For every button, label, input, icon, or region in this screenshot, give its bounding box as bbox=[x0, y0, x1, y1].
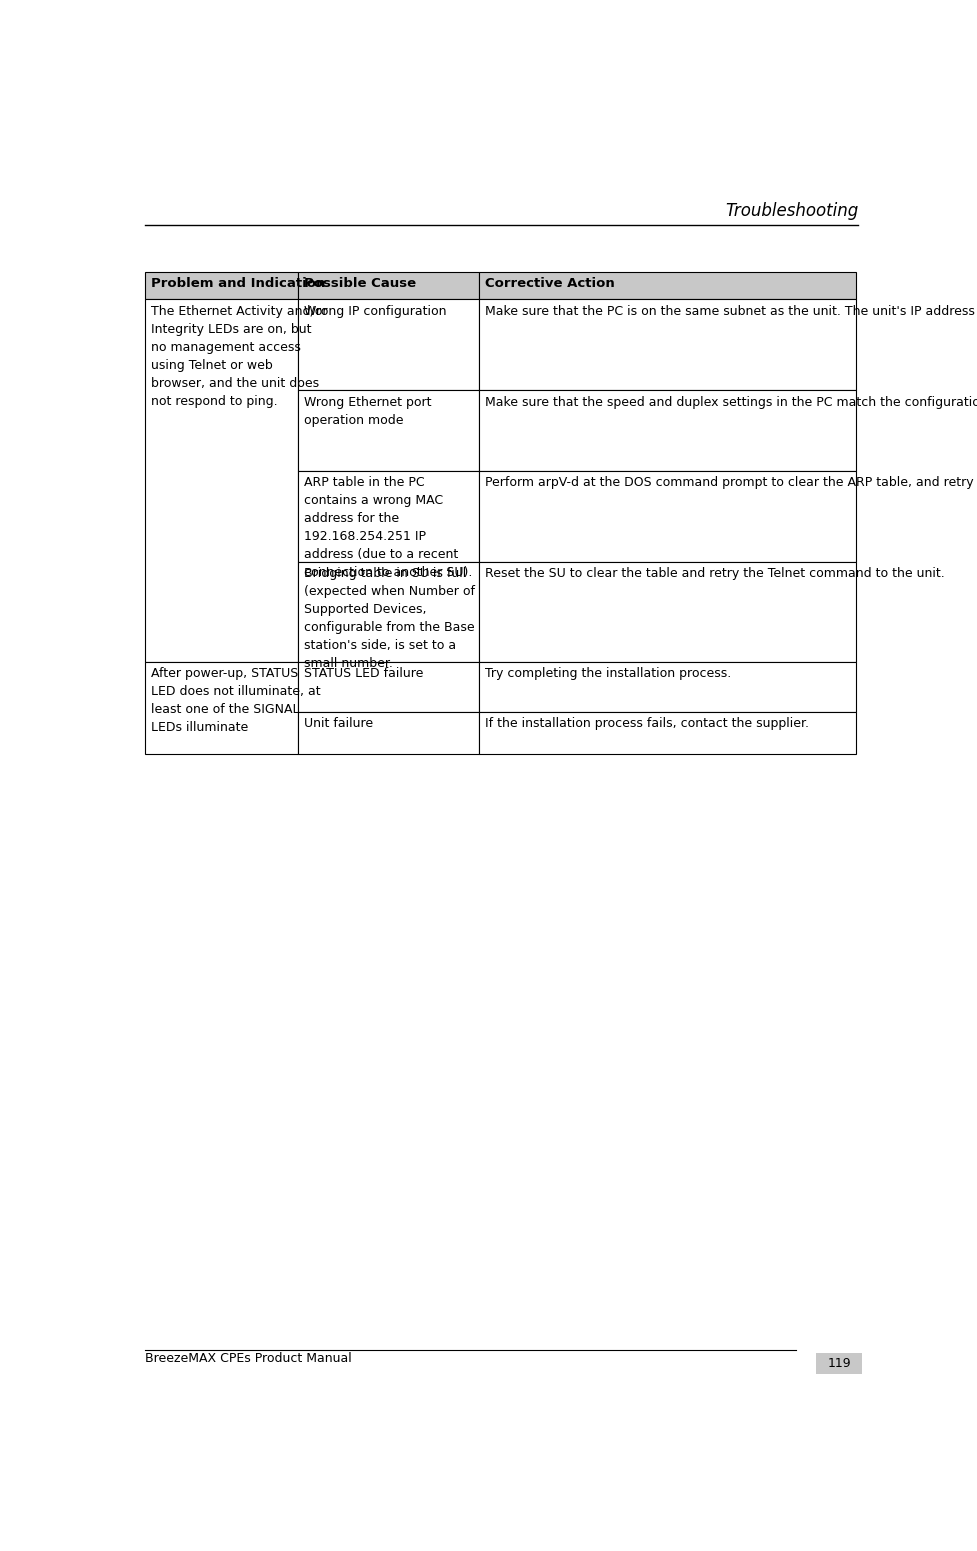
Bar bbox=[480, 299, 856, 391]
Bar bbox=[298, 391, 480, 472]
Text: After power-up, STATUS
LED does not illuminate, at
least one of the SIGNAL
LEDs : After power-up, STATUS LED does not illu… bbox=[150, 667, 320, 734]
Text: Make sure that the PC is on the same subnet as the unit. The unit's IP address f: Make sure that the PC is on the same sub… bbox=[485, 304, 977, 318]
Bar bbox=[480, 391, 856, 472]
Bar bbox=[480, 271, 856, 299]
Bar bbox=[146, 271, 298, 299]
Bar bbox=[298, 712, 480, 754]
Bar bbox=[816, 1352, 863, 1374]
Text: Corrective Action: Corrective Action bbox=[485, 278, 615, 290]
Text: Unit failure: Unit failure bbox=[304, 718, 372, 731]
Text: ARP table in the PC
contains a wrong MAC
address for the
192.168.254.251 IP
addr: ARP table in the PC contains a wrong MAC… bbox=[304, 476, 472, 580]
Text: Possible Cause: Possible Cause bbox=[304, 278, 416, 290]
Text: Reset the SU to clear the table and retry the Telnet command to the unit.: Reset the SU to clear the table and retr… bbox=[485, 568, 945, 580]
Text: BreezeMAX CPEs Product Manual: BreezeMAX CPEs Product Manual bbox=[146, 1352, 352, 1365]
Text: Try completing the installation process.: Try completing the installation process. bbox=[485, 667, 731, 681]
Text: Bridging table in SU is full
(expected when Number of
Supported Devices,
configu: Bridging table in SU is full (expected w… bbox=[304, 568, 475, 670]
Bar bbox=[480, 561, 856, 662]
Text: Problem and Indication: Problem and Indication bbox=[150, 278, 325, 290]
Text: If the installation process fails, contact the supplier.: If the installation process fails, conta… bbox=[485, 718, 809, 731]
Bar bbox=[298, 662, 480, 712]
Text: Make sure that the speed and duplex settings in the PC match the configuration i: Make sure that the speed and duplex sett… bbox=[485, 396, 977, 408]
Bar bbox=[480, 472, 856, 561]
Text: Wrong Ethernet port
operation mode: Wrong Ethernet port operation mode bbox=[304, 396, 431, 427]
Bar bbox=[298, 472, 480, 561]
Bar bbox=[146, 662, 298, 754]
Text: Perform arpV-d at the DOS command prompt to clear the ARP table, and retry the T: Perform arpV-d at the DOS command prompt… bbox=[485, 476, 977, 490]
Text: STATUS LED failure: STATUS LED failure bbox=[304, 667, 423, 681]
Bar bbox=[298, 561, 480, 662]
Bar bbox=[298, 299, 480, 391]
Text: The Ethernet Activity and/or
Integrity LEDs are on, but
no management access
usi: The Ethernet Activity and/or Integrity L… bbox=[150, 304, 327, 408]
Bar bbox=[480, 662, 856, 712]
Bar bbox=[146, 299, 298, 662]
Bar bbox=[298, 271, 480, 299]
Text: Wrong IP configuration: Wrong IP configuration bbox=[304, 304, 446, 318]
Text: Troubleshooting: Troubleshooting bbox=[725, 202, 859, 220]
Text: 119: 119 bbox=[828, 1357, 851, 1370]
Bar bbox=[480, 712, 856, 754]
